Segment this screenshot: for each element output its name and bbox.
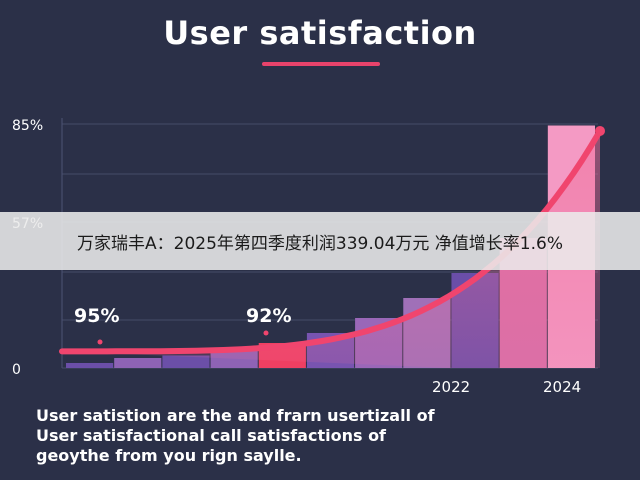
x-tick-label: 2022: [432, 378, 470, 396]
bar: [66, 363, 114, 368]
y-tick-label: 0: [12, 362, 21, 378]
area-fill: [62, 131, 600, 368]
bar: [162, 355, 210, 368]
news-banner[interactable]: 万家瑞丰A：2025年第四季度利润339.04万元 净值增长率1.6%: [0, 212, 640, 270]
x-tick-label: 2024: [543, 378, 581, 396]
caption-line: geoythe from you rign saylle.: [36, 446, 302, 465]
caption-line: User satisfactional call satisfactions o…: [36, 426, 387, 445]
annotation-marker: [97, 339, 103, 345]
news-banner-text: 万家瑞丰A：2025年第四季度利润339.04万元 净值增长率1.6%: [77, 233, 563, 254]
bar: [114, 358, 162, 368]
title-underline: [262, 62, 380, 66]
chart-title: User satisfaction: [163, 14, 477, 52]
caption-line: User satistion are the and frarn usertiz…: [36, 406, 435, 425]
trend-end-point: [595, 125, 605, 136]
annotation-label: 95%: [74, 305, 119, 327]
annotation-marker: [263, 330, 269, 336]
annotation-label: 92%: [246, 305, 291, 327]
chart-caption: User satistion are the and frarn usertiz…: [36, 406, 616, 466]
y-tick-label: 85%: [12, 118, 43, 134]
